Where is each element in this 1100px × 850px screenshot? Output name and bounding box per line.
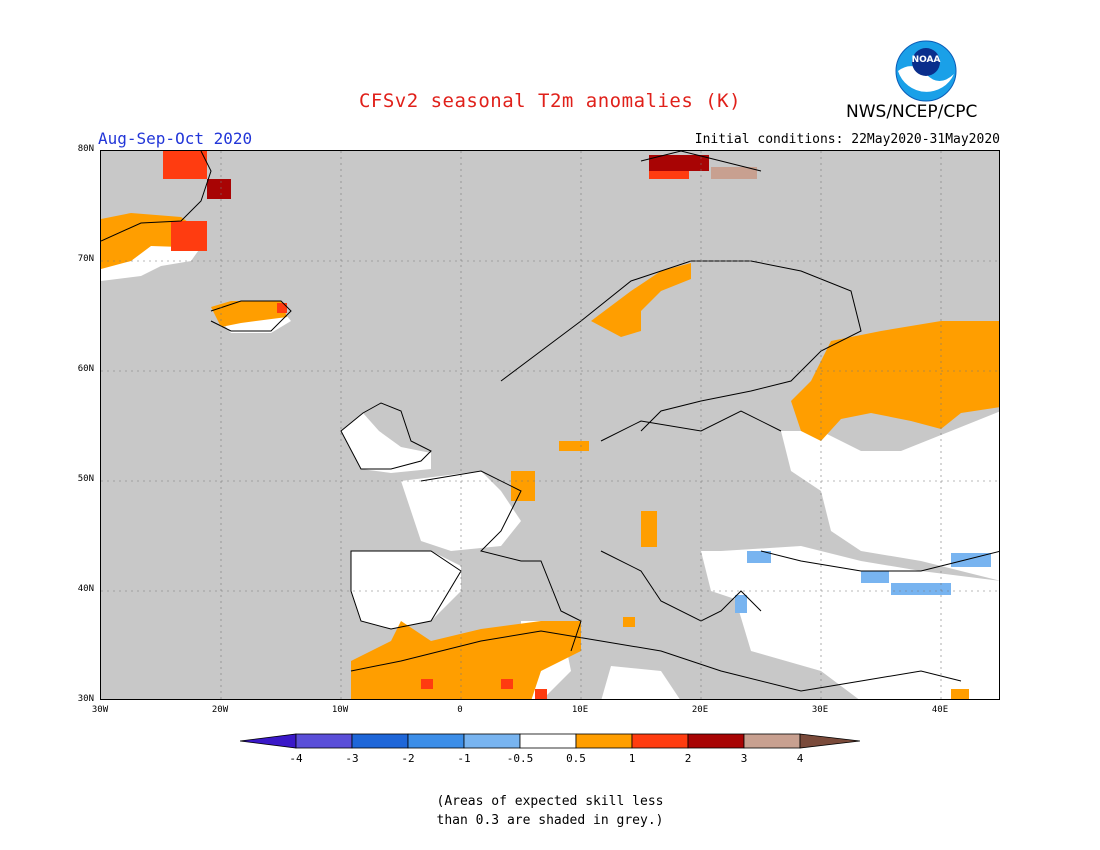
- colorbar-tick: 1: [628, 752, 636, 765]
- lon-label: 20E: [691, 705, 709, 715]
- colorbar-tick: 4: [796, 752, 804, 765]
- cool-anomaly-regions: [735, 551, 991, 613]
- graticule: [101, 151, 999, 699]
- colorbar-bin: [463, 733, 521, 749]
- colorbar-tick: -4: [289, 752, 303, 765]
- lat-label: 70N: [77, 254, 94, 264]
- season-label: Aug-Sep-Oct 2020: [98, 129, 253, 148]
- colorbar-bin: [351, 733, 409, 749]
- noaa-logo: NOAA: [895, 40, 957, 102]
- lon-label: 10E: [571, 705, 589, 715]
- anomaly-map: [100, 150, 1000, 700]
- colorbar-tick: -0.5: [506, 752, 534, 765]
- map-canvas: [101, 151, 999, 699]
- colorbar-high-arrow: [799, 733, 861, 749]
- colorbar-bin: [631, 733, 689, 749]
- lon-label: 40E: [931, 705, 949, 715]
- colorbar-tick: -3: [345, 752, 359, 765]
- colorbar-bin: [687, 733, 745, 749]
- lat-label: 60N: [77, 364, 94, 374]
- lon-label: 30E: [811, 705, 829, 715]
- colorbar-low-arrow: [239, 733, 297, 749]
- colorbar-bin: [295, 733, 353, 749]
- lon-label: 30W: [91, 705, 109, 715]
- agency-label: NWS/NCEP/CPC: [846, 102, 978, 122]
- colorbar-tick: -2: [401, 752, 415, 765]
- noaa-logo-text: NOAA: [911, 55, 941, 65]
- lon-label: 20W: [211, 705, 229, 715]
- skill-footnote: (Areas of expected skill less than 0.3 a…: [0, 792, 1100, 830]
- extreme-anomaly-regions: [711, 167, 757, 179]
- colorbar-tick: 0.5: [566, 752, 586, 765]
- colorbar-tick: 3: [740, 752, 748, 765]
- lat-label: 80N: [77, 144, 94, 154]
- colorbar-bin: [519, 733, 577, 749]
- colorbar-bin: [575, 733, 633, 749]
- colorbar-bin: [743, 733, 801, 749]
- very-hot-anomaly-regions: [207, 155, 709, 199]
- lat-label: 50N: [77, 474, 94, 484]
- colorbar-tick: 2: [684, 752, 692, 765]
- lat-label: 30N: [77, 694, 94, 704]
- initial-conditions-label: Initial conditions: 22May2020-31May2020: [694, 132, 1000, 147]
- colorbar: [239, 733, 861, 749]
- lat-label: 40N: [77, 584, 94, 594]
- map-title: CFSv2 seasonal T2m anomalies (K): [358, 90, 742, 112]
- warm-anomaly-regions: [101, 213, 999, 699]
- skill-footnote-line: than 0.3 are shaded in grey.): [436, 813, 664, 828]
- lon-label: 0: [457, 705, 463, 715]
- colorbar-tick: -1: [457, 752, 471, 765]
- colorbar-bin: [407, 733, 465, 749]
- skill-footnote-line: (Areas of expected skill less: [436, 794, 664, 809]
- coastlines: [101, 151, 999, 692]
- lon-label: 10W: [331, 705, 349, 715]
